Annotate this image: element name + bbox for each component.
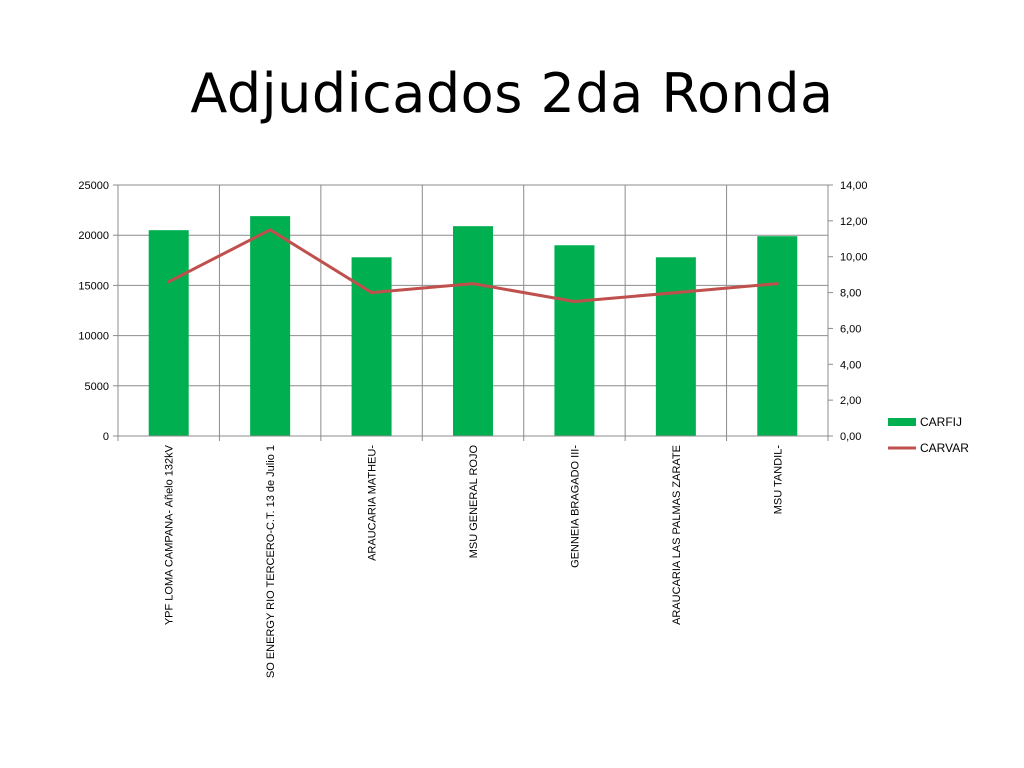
right-tick-label: 14,00	[840, 180, 868, 192]
bar	[757, 236, 798, 436]
line-point	[268, 228, 272, 232]
right-tick-label: 2,00	[840, 395, 861, 407]
slide-title: Adjudicados 2da Ronda	[190, 62, 834, 125]
left-tick-label: 0	[103, 431, 109, 443]
left-tick-label: 10000	[78, 331, 109, 343]
bar	[655, 257, 696, 436]
line-point	[572, 300, 576, 304]
line-point	[471, 282, 475, 286]
right-tick-label: 10,00	[840, 252, 868, 264]
legend-label-carfij: CARFIJ	[920, 415, 962, 429]
bar	[148, 230, 189, 436]
category-label: SO ENERGY RIO TERCERO-C.T. 13 de Julio 1	[265, 445, 277, 678]
left-tick-label: 5000	[85, 381, 109, 393]
bar	[250, 216, 291, 436]
left-axis-ticks: 0 5000 10000 15000 20000 25000	[78, 180, 109, 443]
right-tick-label: 8,00	[840, 288, 861, 300]
line-series	[167, 228, 779, 304]
legend-label-carvar: CARVAR	[920, 441, 969, 455]
right-tick-label: 12,00	[840, 216, 868, 228]
right-tick-label: 6,00	[840, 323, 861, 335]
axes	[113, 184, 833, 441]
bar	[453, 226, 493, 436]
category-label: GENNEIA BRAGADO III-	[569, 445, 581, 568]
category-label: YPF LOMA CAMPANA- Añelo 132kV	[164, 444, 176, 625]
left-tick-label: 15000	[78, 280, 109, 292]
line-point	[775, 282, 779, 286]
line-point	[370, 291, 374, 295]
category-label: ARAUCARIA MATHEU-	[367, 445, 379, 561]
bar-series	[148, 216, 798, 436]
right-tick-label: 4,00	[840, 359, 861, 371]
legend-swatch-carfij	[888, 418, 916, 426]
category-label: ARAUCARIA LAS PALMAS ZARATE	[671, 445, 683, 625]
bar	[554, 245, 595, 436]
legend: CARFIJ CARVAR	[888, 415, 969, 455]
line-point	[167, 280, 171, 284]
left-tick-label: 25000	[78, 180, 109, 192]
category-labels: YPF LOMA CAMPANA- Añelo 132kV SO ENERGY R…	[164, 444, 785, 678]
right-tick-label: 0,00	[840, 431, 861, 443]
left-tick-label: 20000	[78, 230, 109, 242]
bar	[351, 257, 392, 436]
line-point	[674, 291, 678, 295]
category-label: MSU GENERAL ROJO	[468, 445, 480, 559]
right-axis-ticks: 0,00 2,00 4,00 6,00 8,00 10,00 12,00 14,00	[840, 180, 868, 443]
category-label: MSU TANDIL-	[772, 445, 784, 515]
